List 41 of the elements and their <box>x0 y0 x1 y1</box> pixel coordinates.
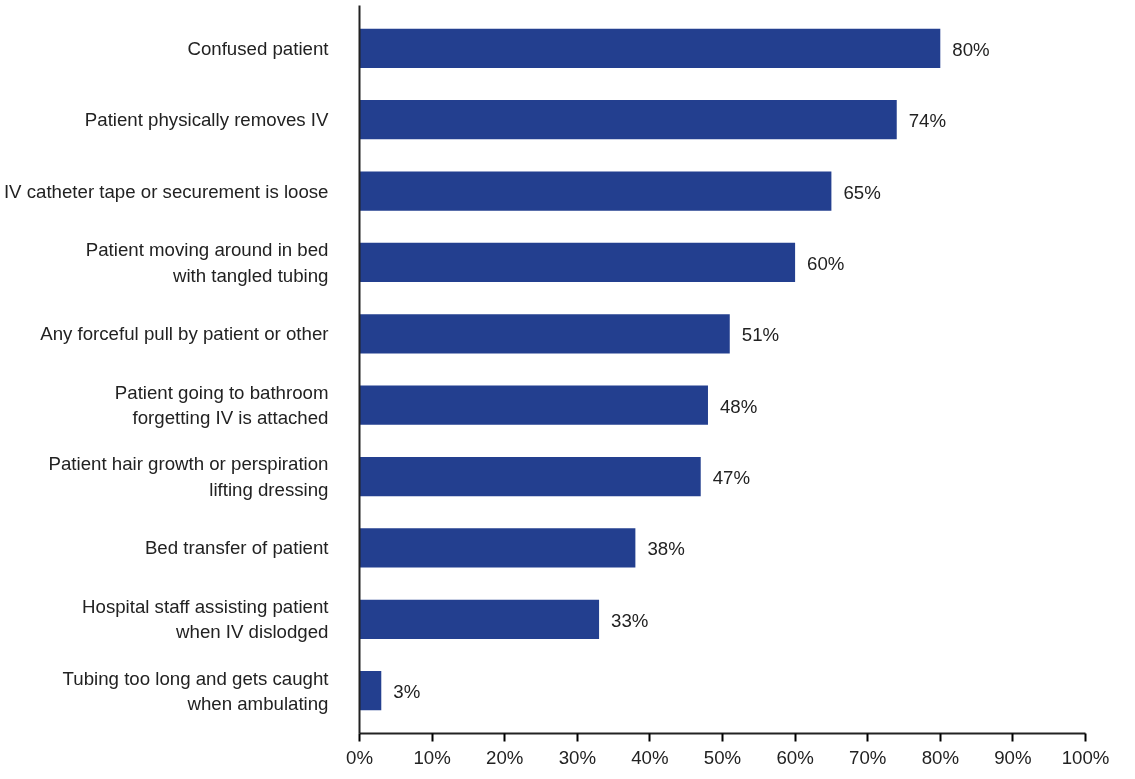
bar <box>359 671 382 711</box>
data-label: 48% <box>719 395 758 417</box>
y-tick-label: Patient going to bathroom forgetting IV is attached <box>114 382 329 429</box>
x-tick-label: 70% <box>849 746 887 768</box>
y-tick-label: Hospital staff assisting patient when IV dislodged <box>82 596 330 643</box>
data-label: 33% <box>611 609 649 631</box>
x-tick-label: 10% <box>413 746 451 768</box>
bar <box>359 242 796 283</box>
bar <box>359 528 636 568</box>
bar <box>359 28 941 68</box>
x-tick-label: 50% <box>703 746 742 768</box>
y-tick-label: Patient physically removes IV <box>84 109 330 131</box>
x-tick-label: 80% <box>921 746 959 768</box>
y-tick-label: Patient hair growth or perspiration lifting dressing <box>48 453 329 500</box>
bar <box>359 599 600 639</box>
bar <box>359 171 832 211</box>
data-label: 51% <box>741 324 780 346</box>
data-label: 80% <box>952 38 990 60</box>
y-tick-label: IV catheter tape or securement is loose <box>3 180 329 202</box>
y-tick-label: Bed transfer of patient <box>144 537 330 559</box>
y-tick-label: Tubing too long and gets caught when ambulating <box>62 667 330 714</box>
x-tick-label: 0% <box>346 746 373 768</box>
bar <box>359 385 708 425</box>
x-tick-label: 100% <box>1061 746 1110 768</box>
bar <box>359 456 701 497</box>
bar <box>359 314 730 354</box>
y-tick-label: Patient moving around in bed with tangled tubing <box>85 239 329 286</box>
data-label: 38% <box>647 538 685 560</box>
data-label: 65% <box>843 181 881 203</box>
y-tick-label: Any forceful pull by patient or other <box>40 323 329 345</box>
bar <box>359 100 897 140</box>
x-tick-label: 30% <box>558 746 596 768</box>
x-tick-label: 60% <box>776 746 814 768</box>
data-label: 60% <box>807 252 845 274</box>
y-tick-label: Confused patient <box>187 37 330 59</box>
x-tick-label: 90% <box>994 746 1032 768</box>
data-label: 47% <box>712 467 751 489</box>
data-label: 74% <box>908 110 947 132</box>
x-tick-label: 20% <box>486 746 524 768</box>
x-tick-label: 40% <box>631 746 669 768</box>
data-label: 3% <box>393 681 421 703</box>
